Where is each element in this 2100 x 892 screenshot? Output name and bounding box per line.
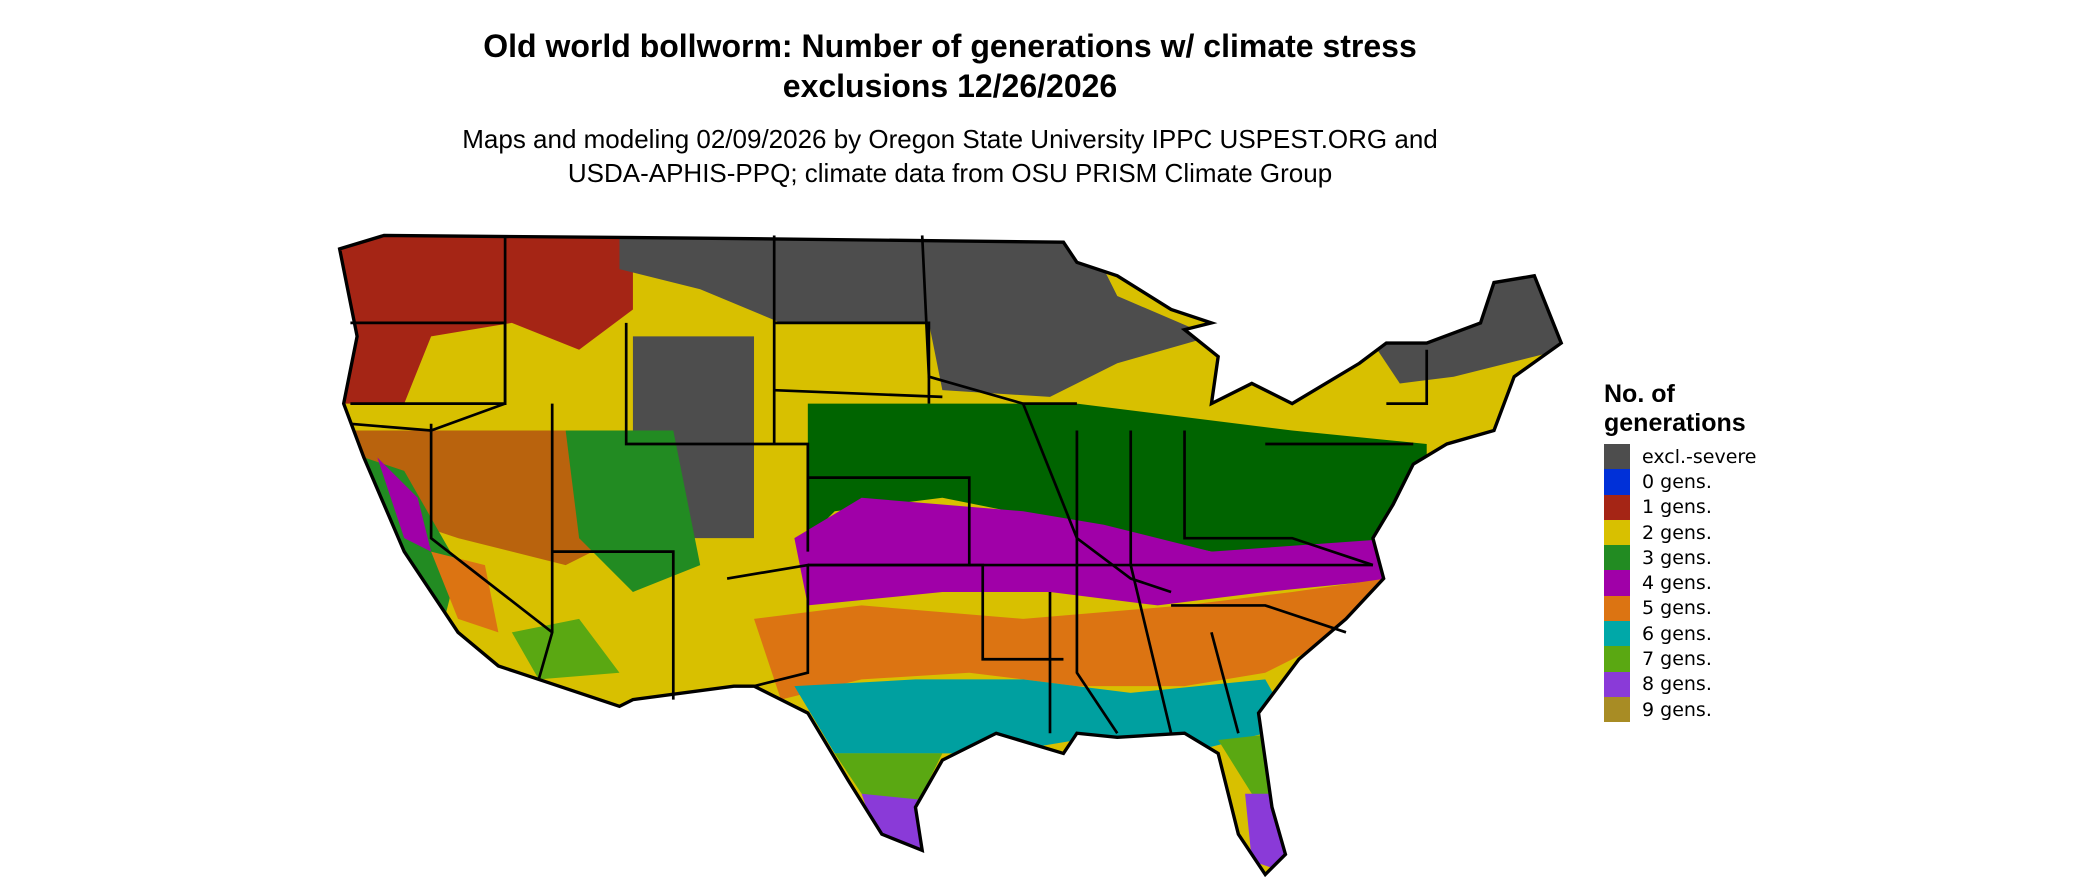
region-4-gens-central-valley (377, 457, 432, 552)
region-1-gens-northwest (339, 235, 633, 404)
legend-swatch (1604, 570, 1630, 596)
region-excluded-north (619, 235, 1212, 397)
subtitle-line-2: USDA-APHIS-PPQ; climate data from OSU PR… (567, 158, 1333, 188)
region-6-gens (794, 679, 1293, 754)
legend-swatch (1604, 494, 1630, 520)
legend-title: No. of generations (1604, 380, 1757, 438)
legend-label: 5 gens. (1642, 597, 1712, 620)
legend-title-line-2: generations (1604, 409, 1746, 437)
title-line-2: exclusions 12/26/2026 (782, 68, 1118, 104)
legend-swatch (1604, 469, 1630, 495)
legend-label: 2 gens. (1642, 521, 1712, 544)
legend-swatch (1604, 621, 1630, 647)
legend-item: 9 gens. (1604, 696, 1757, 723)
legend-items: excl.-severe 0 gens. 1 gens. 2 gens. 3 gens.… (1604, 444, 1757, 723)
region-7-gens-arizona (511, 618, 620, 680)
region-8-gens-florida (1245, 793, 1293, 875)
legend-swatch (1604, 671, 1630, 697)
region-8-gens-texas (861, 793, 929, 862)
legend-item: 6 gens. (1604, 621, 1757, 647)
legend-swatch (1604, 595, 1630, 622)
legend-swatch (1604, 444, 1630, 470)
legend-item: 8 gens. (1604, 671, 1757, 697)
legend-swatch (1604, 646, 1630, 672)
legend-label: 0 gens. (1642, 470, 1712, 493)
legend-item: 4 gens. (1604, 570, 1757, 596)
legend-item: 7 gens. (1604, 646, 1757, 672)
legend-label: 8 gens. (1642, 673, 1712, 696)
legend-item: 2 gens. (1604, 519, 1757, 546)
legend-title-line-1: No. of (1604, 380, 1675, 408)
legend-swatch (1604, 545, 1630, 571)
legend-label: 4 gens. (1642, 572, 1712, 595)
region-4-gens (794, 497, 1400, 606)
legend-swatch (1604, 519, 1630, 546)
legend-item: 5 gens. (1604, 595, 1757, 622)
legend-item: 0 gens. (1604, 469, 1757, 495)
legend-label: 9 gens. (1642, 698, 1712, 721)
region-5-gens (754, 578, 1387, 700)
legend-item: 1 gens. (1604, 494, 1757, 520)
legend-label: 7 gens. (1642, 648, 1712, 671)
legend-swatch (1604, 696, 1630, 723)
legend-label: 6 gens. (1642, 622, 1712, 645)
state-borders (350, 235, 1429, 734)
legend-label: 1 gens. (1642, 496, 1712, 519)
legend: No. of generations excl.-severe 0 gens. 1 … (1604, 380, 1757, 723)
map-title: Old world bollworm: Number of generation… (0, 26, 1900, 106)
map-subtitle: Maps and modeling 02/09/2026 by Oregon S… (0, 122, 1900, 190)
legend-label: excl.-severe (1642, 445, 1757, 468)
title-line-1: Old world bollworm: Number of generation… (483, 28, 1417, 64)
region-5-gens-southwest (431, 551, 499, 633)
legend-item: 3 gens. (1604, 545, 1757, 571)
legend-item: excl.-severe (1604, 444, 1757, 470)
legend-label: 3 gens. (1642, 546, 1712, 569)
subtitle-line-1: Maps and modeling 02/09/2026 by Oregon S… (462, 124, 1438, 154)
